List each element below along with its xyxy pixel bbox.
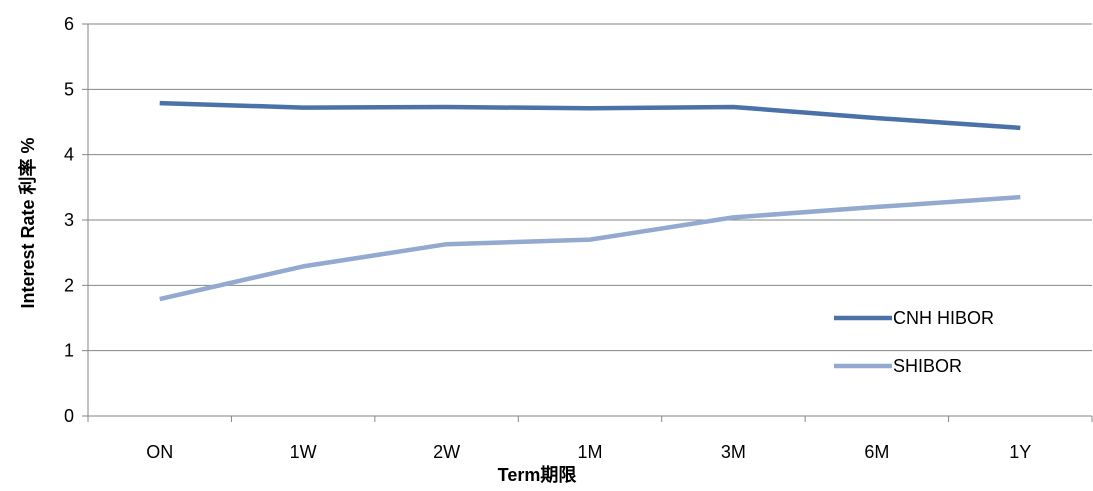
- x-axis-title: Term期限: [498, 465, 578, 485]
- y-tick-label: 6: [64, 14, 74, 34]
- axes: [82, 23, 1093, 422]
- legend-label-cnh-hibor: CNH HIBOR: [893, 308, 994, 328]
- series-line-shibor: [159, 194, 1021, 302]
- y-tick-label: 0: [64, 406, 74, 426]
- x-tick-label: 6M: [864, 442, 889, 462]
- y-tick-label: 4: [64, 145, 74, 165]
- y-tick-label: 3: [64, 210, 74, 230]
- series-line-cnh-hibor: [159, 100, 1021, 131]
- series-lines: [159, 100, 1021, 302]
- legend-label-shibor: SHIBOR: [893, 356, 962, 376]
- x-tick-label: ON: [146, 442, 173, 462]
- grid-lines: [88, 23, 1092, 352]
- y-tick-label: 1: [64, 341, 74, 361]
- x-tick-label: 2W: [433, 442, 460, 462]
- legend: CNH HIBOR SHIBOR: [834, 308, 994, 376]
- x-tick-label: 1Y: [1009, 442, 1031, 462]
- x-tick-labels: ON 1W 2W 1M 3M 6M 1Y: [146, 442, 1031, 462]
- y-tick-labels: 0 1 2 3 4 5 6: [64, 14, 74, 426]
- y-axis-title: Interest Rate 利率 %: [17, 137, 38, 308]
- x-tick-label: 3M: [721, 442, 746, 462]
- x-tick-label: 1W: [290, 442, 317, 462]
- y-tick-label: 2: [64, 275, 74, 295]
- y-tick-label: 5: [64, 79, 74, 99]
- x-tick-label: 1M: [577, 442, 602, 462]
